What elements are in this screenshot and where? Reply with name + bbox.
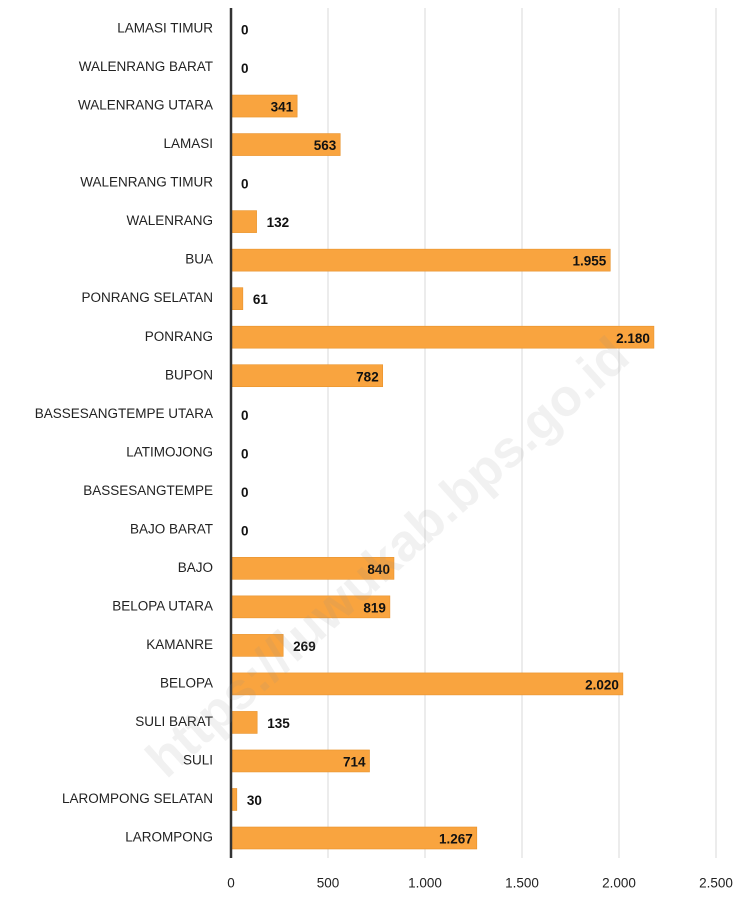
- x-tick-label: 1.500: [505, 876, 539, 891]
- data-label: 2.020: [585, 677, 619, 692]
- data-label: 269: [293, 639, 316, 654]
- data-label: 0: [241, 23, 249, 38]
- x-tick-label: 2.500: [699, 876, 733, 891]
- data-label: 135: [267, 716, 290, 731]
- data-label: 61: [253, 292, 269, 307]
- bar: [230, 248, 611, 272]
- x-tick-label: 0: [227, 876, 235, 891]
- y-tick-label: WALENRANG: [126, 213, 213, 228]
- x-tick-label: 1.000: [408, 876, 442, 891]
- y-tick-label: BUA: [185, 252, 213, 267]
- data-label: 563: [314, 138, 337, 153]
- y-tick-label: LAMASI TIMUR: [117, 21, 213, 36]
- bar: [230, 210, 257, 233]
- y-tick-label: BELOPA UTARA: [112, 598, 213, 613]
- data-label: 341: [271, 100, 294, 115]
- y-tick-label: LAROMPONG: [125, 830, 213, 845]
- data-label: 819: [363, 600, 386, 615]
- data-label: 1.955: [572, 254, 606, 269]
- y-tick-label: BAJO: [178, 560, 213, 575]
- data-label: 30: [247, 793, 262, 808]
- y-tick-label: PONRANG SELATAN: [81, 290, 213, 305]
- data-label: 132: [267, 215, 290, 230]
- data-label: 840: [367, 562, 390, 577]
- bar: [230, 287, 244, 310]
- data-label: 0: [241, 446, 249, 461]
- y-tick-label: LAROMPONG SELATAN: [62, 791, 213, 806]
- y-tick-label: BASSESANGTEMPE: [83, 483, 213, 498]
- y-tick-label: LATIMOJONG: [126, 444, 213, 459]
- y-tick-label: KAMANRE: [146, 637, 213, 652]
- y-tick-label: WALENRANG TIMUR: [80, 175, 213, 190]
- data-label: 0: [241, 408, 249, 423]
- x-tick-label: 500: [317, 876, 340, 891]
- data-label: 1.267: [439, 832, 473, 847]
- data-label: 782: [356, 369, 379, 384]
- data-label: 0: [241, 523, 249, 538]
- y-tick-label: SULI: [183, 753, 213, 768]
- y-tick-label: PONRANG: [145, 329, 213, 344]
- y-tick-label: BELOPA: [160, 675, 213, 690]
- y-tick-label: BASSESANGTEMPE UTARA: [35, 406, 213, 421]
- data-label: 0: [241, 61, 249, 76]
- y-tick-label: WALENRANG UTARA: [78, 98, 213, 113]
- data-label: 714: [343, 755, 366, 770]
- y-tick-label: BUPON: [165, 367, 213, 382]
- y-tick-label: LAMASI: [163, 136, 213, 151]
- data-label: 0: [241, 485, 249, 500]
- y-tick-label: BAJO BARAT: [130, 521, 213, 536]
- y-tick-label: SULI BARAT: [135, 714, 213, 729]
- y-tick-label: WALENRANG BARAT: [79, 59, 213, 74]
- data-label: 0: [241, 177, 249, 192]
- data-label: 2.180: [616, 331, 650, 346]
- x-tick-label: 2.000: [602, 876, 636, 891]
- watermark: https://luwukab.bps.go.id: [135, 326, 640, 789]
